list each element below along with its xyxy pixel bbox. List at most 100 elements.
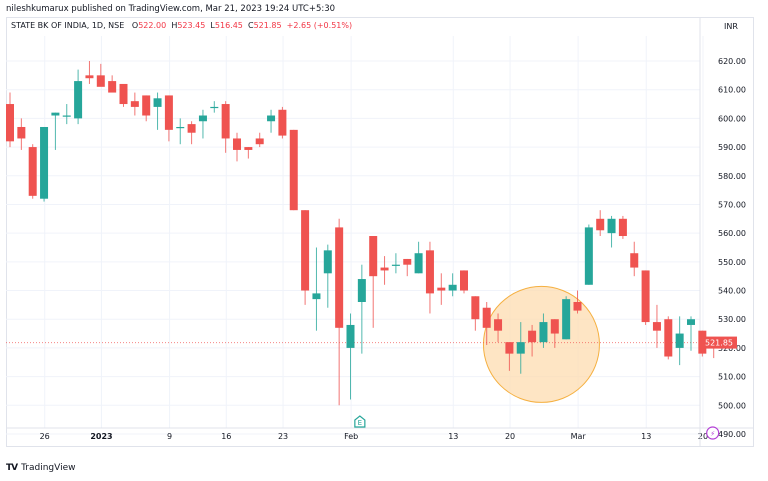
candle-body[interactable]: [664, 319, 673, 357]
candle-body[interactable]: [85, 75, 94, 79]
y-tick-label: 620.00: [718, 57, 746, 66]
candle-body[interactable]: [153, 98, 162, 107]
candle-body[interactable]: [618, 218, 627, 237]
y-tick-label: 510.00: [718, 373, 746, 382]
candle-body[interactable]: [471, 296, 480, 320]
last-price-label: 521.85: [705, 339, 733, 348]
candle-body[interactable]: [176, 126, 185, 129]
dividend-event-icon[interactable]: [706, 426, 720, 440]
candle-body[interactable]: [630, 253, 639, 268]
candle-body[interactable]: [96, 75, 105, 87]
footer-branding[interactable]: TV TradingView: [6, 463, 76, 473]
candle-body[interactable]: [17, 126, 26, 139]
highlight-circle[interactable]: [482, 285, 600, 403]
x-tick-label: 20: [505, 432, 515, 441]
candle-body[interactable]: [687, 319, 695, 325]
candle-body[interactable]: [6, 104, 14, 142]
y-tick-label: 530.00: [718, 315, 746, 324]
candle-body[interactable]: [675, 333, 684, 348]
candle-body[interactable]: [528, 330, 537, 343]
candle-body[interactable]: [607, 218, 616, 234]
brand-name: TradingView: [21, 463, 76, 473]
candle-body[interactable]: [550, 319, 559, 334]
candle-body[interactable]: [51, 112, 60, 116]
candle-body[interactable]: [187, 124, 196, 133]
candle-body[interactable]: [108, 81, 117, 93]
y-tick-label: 550.00: [718, 258, 746, 267]
candle-body[interactable]: [516, 342, 525, 354]
y-tick-label: 600.00: [718, 114, 746, 123]
candle-body[interactable]: [289, 129, 298, 211]
candle-body[interactable]: [198, 115, 207, 122]
high-value: 523.45: [177, 21, 206, 30]
low-value: 516.45: [214, 21, 243, 30]
y-tick-label: 610.00: [718, 86, 746, 95]
open-value: 522.00: [138, 21, 167, 30]
candle-body[interactable]: [233, 138, 241, 150]
y-tick-label: 500.00: [718, 401, 746, 410]
candle-body[interactable]: [244, 147, 253, 150]
dividend-event-label: ⚡: [710, 430, 715, 438]
candle-body[interactable]: [505, 342, 514, 354]
last-price-badge: [701, 336, 737, 349]
candle-body[interactable]: [573, 301, 582, 311]
chart-frame: [6, 17, 754, 447]
x-tick-label: 2023: [90, 432, 112, 441]
currency-label: INR: [724, 22, 738, 31]
candle-body[interactable]: [164, 95, 173, 130]
y-tick-label: 560.00: [718, 229, 746, 238]
candle-body[interactable]: [539, 322, 548, 343]
candle-body[interactable]: [494, 319, 503, 331]
candle-body[interactable]: [40, 126, 49, 199]
candle-body[interactable]: [28, 147, 37, 196]
candle-body[interactable]: [335, 227, 344, 328]
candle-body[interactable]: [142, 95, 151, 116]
candle-body[interactable]: [460, 270, 468, 291]
candle-body[interactable]: [267, 115, 276, 122]
x-tick-label: Mar: [571, 432, 587, 441]
candle-body[interactable]: [425, 250, 434, 294]
close-value: 521.85: [253, 21, 282, 30]
symbol-label: STATE BK OF INDIA, 1D, NSE: [11, 21, 125, 30]
candle-body[interactable]: [301, 210, 310, 291]
y-tick-label: 590.00: [718, 143, 746, 152]
candle-body[interactable]: [448, 284, 457, 291]
candle-body[interactable]: [323, 250, 332, 274]
candle-body[interactable]: [414, 253, 423, 274]
candle-body[interactable]: [210, 106, 219, 109]
candle-body[interactable]: [130, 101, 139, 107]
candle-body[interactable]: [391, 264, 400, 266]
y-tick-label: 540.00: [718, 287, 746, 296]
candle-body[interactable]: [652, 322, 661, 331]
x-tick-label: 13: [641, 432, 651, 441]
candle-body[interactable]: [437, 287, 446, 291]
x-tick-label: 20: [698, 432, 708, 441]
candle-body[interactable]: [255, 138, 264, 145]
y-tick-label: 490.00: [718, 430, 746, 439]
candle-body[interactable]: [403, 258, 412, 265]
candle-body[interactable]: [584, 227, 593, 285]
x-tick-label: 16: [221, 432, 231, 441]
candle-body[interactable]: [380, 267, 389, 271]
earnings-event-icon[interactable]: [354, 415, 366, 428]
candle-body[interactable]: [312, 293, 321, 300]
candle-body[interactable]: [641, 270, 650, 323]
candle-body[interactable]: [62, 115, 71, 117]
candle-body[interactable]: [562, 299, 571, 340]
candle-body[interactable]: [74, 81, 83, 119]
publisher-line: nileshkumarux published on TradingView.c…: [6, 4, 336, 14]
change-value: +2.65 (+0.51%): [286, 21, 353, 30]
x-tick-label: 13: [448, 432, 458, 441]
candle-body[interactable]: [278, 109, 287, 136]
x-tick-label: Feb: [344, 432, 358, 441]
x-tick-label: 9: [167, 432, 172, 441]
candle-body[interactable]: [346, 324, 355, 348]
candle-body[interactable]: [482, 307, 491, 328]
candle-body[interactable]: [119, 83, 128, 105]
x-tick-label: 26: [40, 432, 50, 441]
candle-body[interactable]: [357, 279, 366, 302]
candle-body[interactable]: [596, 218, 605, 231]
candle-body[interactable]: [369, 236, 378, 277]
candle-body[interactable]: [221, 104, 230, 139]
